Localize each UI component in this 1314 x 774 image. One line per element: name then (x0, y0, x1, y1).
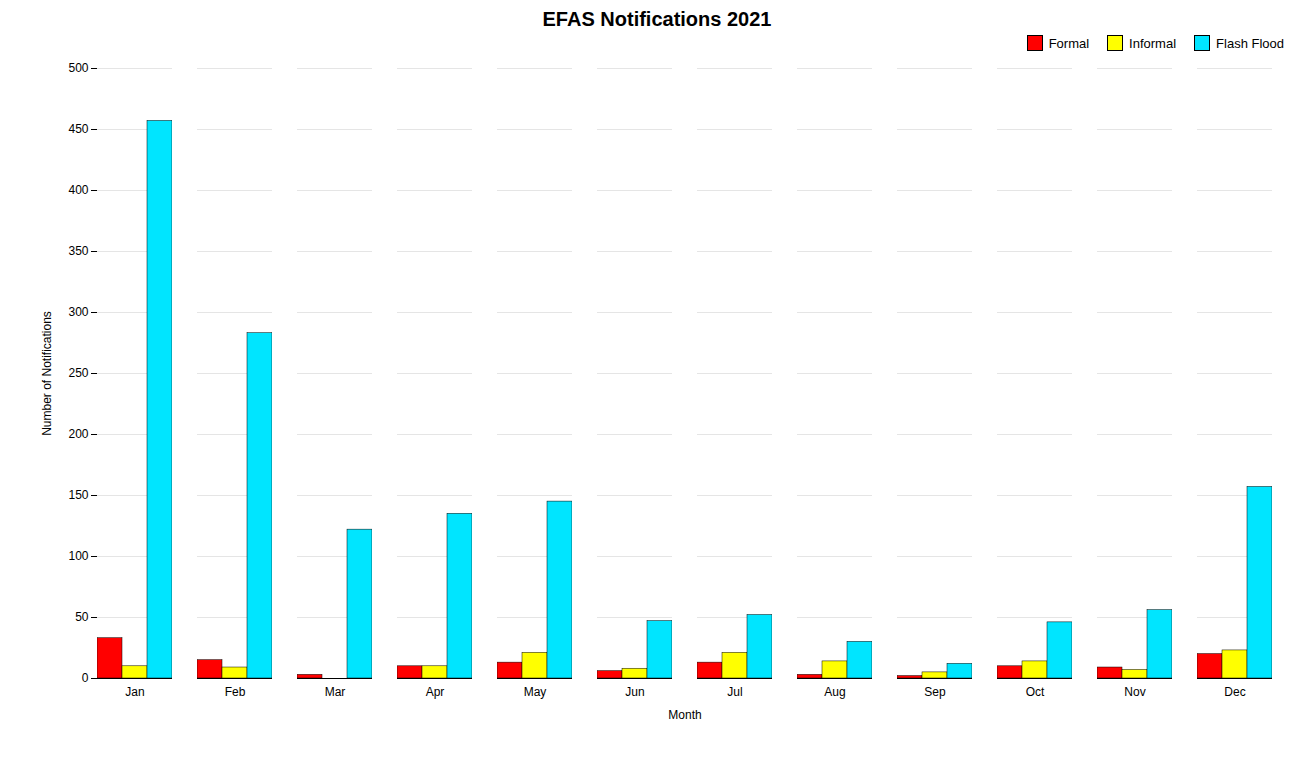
svg-text:500: 500 (68, 61, 88, 75)
svg-text:0: 0 (82, 671, 89, 685)
svg-text:Sep: Sep (924, 685, 946, 699)
svg-text:Jul: Jul (727, 685, 742, 699)
svg-text:250: 250 (68, 366, 88, 380)
svg-text:100: 100 (68, 549, 88, 563)
svg-text:Jun: Jun (625, 685, 644, 699)
html-text:Formal: Formal (1048, 35, 1090, 51)
svg-text:Apr: Apr (426, 685, 445, 699)
svg-text:400: 400 (68, 183, 88, 197)
svg-text:Mar: Mar (325, 685, 346, 699)
svg-text:Jan: Jan (125, 685, 144, 699)
svg-text:200: 200 (68, 427, 88, 441)
svg-text:300: 300 (68, 305, 88, 319)
svg-text:Dec: Dec (1224, 685, 1245, 699)
svg-text:350: 350 (68, 244, 88, 258)
svg-text:Oct: Oct (1026, 685, 1045, 699)
svg-text:Number of Notifications: Number of Notifications (40, 311, 54, 436)
html-text:Informal: Informal (1129, 35, 1177, 51)
svg-text:Nov: Nov (1124, 685, 1145, 699)
svg-text:50: 50 (75, 610, 89, 624)
svg-text:Month: Month (668, 708, 701, 722)
html-text:Flash Flood: Flash Flood (1216, 35, 1284, 51)
svg-text:Feb: Feb (225, 685, 246, 699)
svg-text:450: 450 (68, 122, 88, 136)
svg-text:150: 150 (68, 488, 88, 502)
svg-text:Aug: Aug (824, 685, 845, 699)
svg-text:May: May (524, 685, 547, 699)
html-text:EFAS Notifications 2021: EFAS Notifications 2021 (542, 8, 772, 30)
